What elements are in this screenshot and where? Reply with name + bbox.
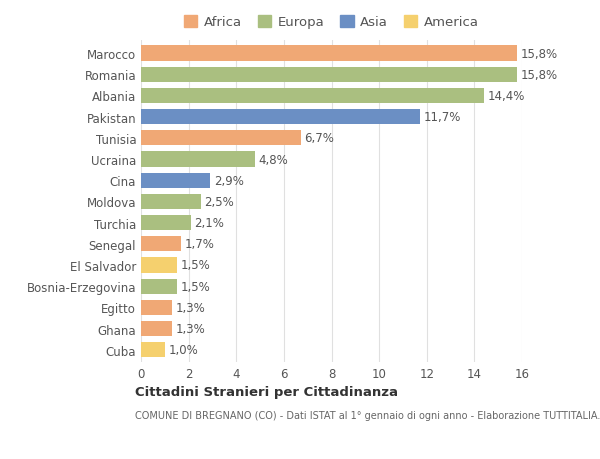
Bar [141,300,172,315]
Text: 1,5%: 1,5% [180,280,210,293]
Text: 1,3%: 1,3% [176,322,205,335]
Bar [141,258,177,273]
Text: 1,0%: 1,0% [169,343,198,356]
Bar [141,110,419,125]
Text: 11,7%: 11,7% [423,111,461,124]
Bar [141,215,191,231]
Bar [141,152,256,167]
Bar [141,131,301,146]
Bar [141,173,210,189]
Legend: Africa, Europa, Asia, America: Africa, Europa, Asia, America [184,16,479,29]
Text: 6,7%: 6,7% [304,132,334,145]
Text: 15,8%: 15,8% [521,69,558,82]
Text: 2,5%: 2,5% [204,196,234,208]
Bar [141,321,172,336]
Text: COMUNE DI BREGNANO (CO) - Dati ISTAT al 1° gennaio di ogni anno - Elaborazione T: COMUNE DI BREGNANO (CO) - Dati ISTAT al … [135,410,600,420]
Bar [141,67,517,83]
Text: 4,8%: 4,8% [259,153,289,166]
Text: Cittadini Stranieri per Cittadinanza: Cittadini Stranieri per Cittadinanza [135,385,398,398]
Text: 14,4%: 14,4% [487,90,525,103]
Bar [141,194,200,210]
Bar [141,279,177,294]
Bar [141,46,517,62]
Text: 2,1%: 2,1% [194,217,224,230]
Bar [141,237,181,252]
Text: 1,5%: 1,5% [180,259,210,272]
Text: 2,9%: 2,9% [214,174,244,187]
Text: 1,3%: 1,3% [176,301,205,314]
Text: 15,8%: 15,8% [521,48,558,61]
Text: 1,7%: 1,7% [185,238,215,251]
Bar [141,89,484,104]
Bar [141,342,165,358]
